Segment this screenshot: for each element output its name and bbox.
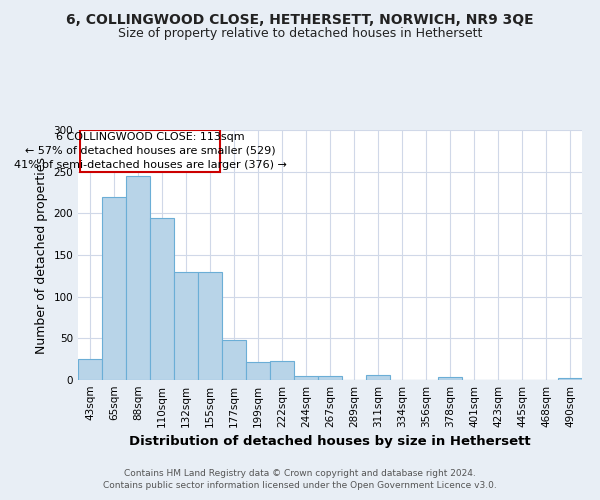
Bar: [294, 376, 318, 380]
Bar: [78, 359, 102, 380]
Bar: [102, 196, 126, 380]
X-axis label: Distribution of detached houses by size in Hethersett: Distribution of detached houses by size …: [129, 436, 531, 448]
Bar: [222, 340, 246, 380]
FancyBboxPatch shape: [80, 130, 220, 172]
Text: 6 COLLINGWOOD CLOSE: 113sqm
← 57% of detached houses are smaller (529)
41% of se: 6 COLLINGWOOD CLOSE: 113sqm ← 57% of det…: [14, 132, 286, 170]
Bar: [270, 361, 294, 380]
Y-axis label: Number of detached properties: Number of detached properties: [35, 156, 48, 354]
Bar: [198, 272, 222, 380]
Bar: [126, 176, 150, 380]
Bar: [438, 376, 462, 380]
Bar: [150, 218, 174, 380]
Bar: [246, 362, 270, 380]
Text: Contains HM Land Registry data © Crown copyright and database right 2024.
Contai: Contains HM Land Registry data © Crown c…: [103, 468, 497, 490]
Bar: [174, 272, 198, 380]
Bar: [318, 376, 342, 380]
Bar: [366, 375, 390, 380]
Text: Size of property relative to detached houses in Hethersett: Size of property relative to detached ho…: [118, 28, 482, 40]
Text: 6, COLLINGWOOD CLOSE, HETHERSETT, NORWICH, NR9 3QE: 6, COLLINGWOOD CLOSE, HETHERSETT, NORWIC…: [66, 12, 534, 26]
Bar: [558, 378, 582, 380]
